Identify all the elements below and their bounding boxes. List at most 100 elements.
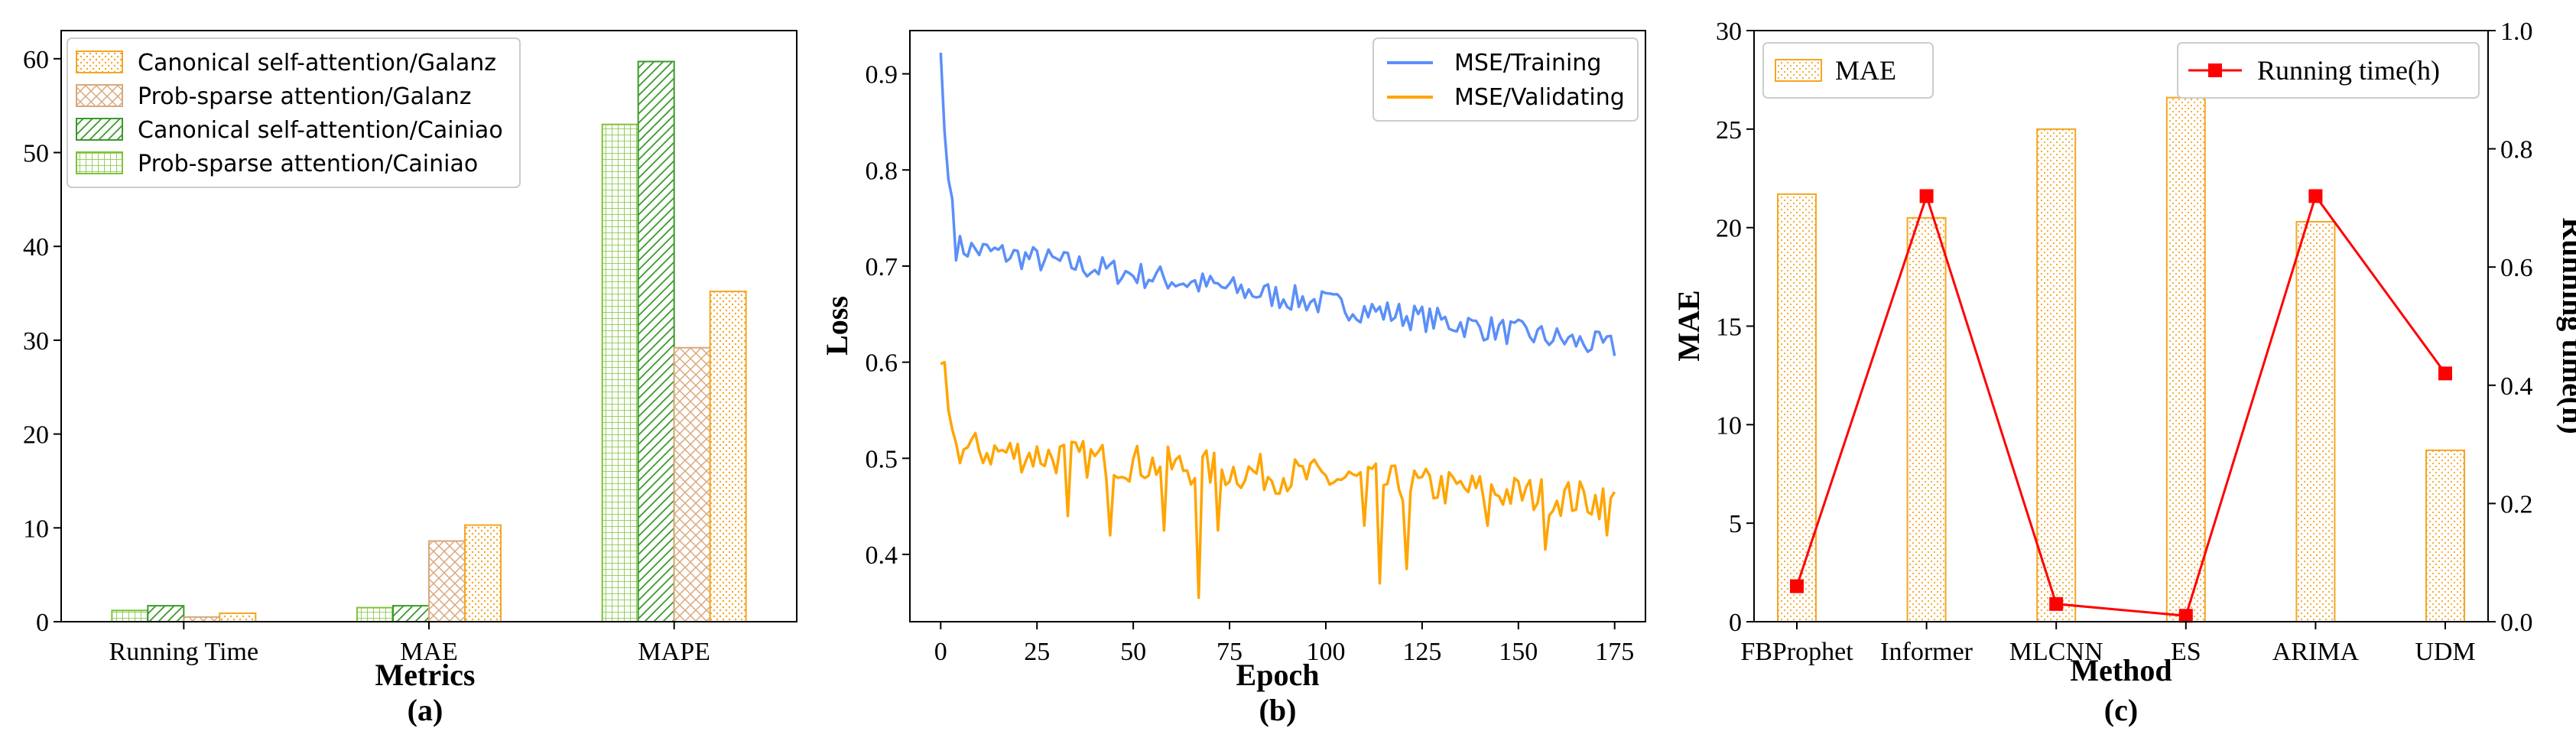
panel-a: 0 10 20 30 40 50 60 Running Time MAE MAPE Metric…: [23, 30, 797, 727]
panel-b-y-ticks: 0.4 0.5 0.6 0.7 0.8 0.9: [866, 61, 910, 570]
panel-c-ytick-label: 0: [1729, 609, 1742, 637]
panel-c-y-ticks: 0 5 10 15 20 25 30: [1716, 18, 1754, 637]
panel-c-legend-runtime-box: [2177, 42, 2480, 99]
bar-canonical-self-attention-galanz-mae: [464, 524, 502, 622]
panel-b-ytick-label: 0.4: [866, 541, 898, 570]
panel-a-xtick-label: MAE: [400, 638, 458, 666]
panel-c-ytick-label: 15: [1716, 314, 1742, 342]
panel-a-ytick-label: 50: [23, 140, 49, 168]
panel-c-xtick-label: Informer: [1880, 638, 1973, 666]
legend-label-canonical-cainiao: Canonical self-attention/Cainiao: [138, 117, 503, 144]
legend-label-probsparse-galanz: Prob-sparse attention/Galanz: [138, 83, 472, 110]
panel-c-y2tick-label: 0.0: [2500, 609, 2533, 637]
panel-c-xtick-label: MLCNN: [2009, 638, 2103, 666]
panel-a-caption: (a): [408, 693, 443, 727]
panel-b-ytick-label: 0.5: [866, 445, 898, 473]
panel-b-xlabel: Epoch: [1236, 658, 1320, 692]
panel-c-y2tick-label: 1.0: [2500, 18, 2533, 46]
bar-canonical-self-attention-cainiao-running-time: [147, 605, 185, 623]
panel-c-ytick-label: 5: [1729, 510, 1742, 538]
series-line-mse-validating: [940, 360, 1616, 600]
panel-b-xtick-label: 125: [1402, 638, 1441, 666]
bar-prob-sparse-attention-galanz-mae: [428, 540, 466, 623]
bar-canonical-self-attention-cainiao-mape: [637, 60, 675, 622]
panel-c-y2tick-label: 0.8: [2500, 136, 2533, 164]
legend-label-probsparse-cainiao: Prob-sparse attention/Cainiao: [138, 151, 478, 177]
bar-prob-sparse-attention-galanz-mape: [673, 346, 711, 622]
legend-swatch-canonical-galanz: [76, 50, 123, 73]
panel-b-x-ticks: 0 25 50 75 100 125 150 175: [934, 622, 1634, 666]
panel-b-xtick-label: 100: [1306, 638, 1345, 666]
panel-c-bars: [1777, 96, 2465, 623]
bar-mae-mlcnn: [2036, 128, 2077, 623]
panel-b-ytick-label: 0.7: [866, 253, 898, 281]
bar-mae-informer: [1906, 216, 1947, 622]
legend-label-runtime: Running time(h): [2257, 55, 2440, 86]
point-running-time-fbprophet: [1790, 579, 1804, 593]
panel-b-ytick-label: 0.8: [866, 157, 898, 185]
panel-a-ytick-label: 20: [23, 421, 49, 450]
panel-b: 0.4 0.5 0.6 0.7 0.8 0.9 0 25 50 75 100 125 150 175 E…: [820, 30, 1646, 727]
panel-c-line: [1790, 189, 2452, 623]
panel-c-ytick-label: 30: [1716, 18, 1742, 46]
bar-canonical-self-attention-cainiao-mae: [392, 605, 430, 623]
legend-swatch-probsparse-galanz: [76, 84, 123, 107]
legend-swatch-canonical-cainiao: [76, 118, 123, 141]
panel-b-frame: [909, 30, 1646, 622]
panel-c-ytick-label: 25: [1716, 116, 1742, 145]
panel-c-frame: [1753, 30, 2489, 622]
panel-a-ytick-label: 0: [36, 609, 49, 637]
panel-a-ytick-label: 10: [23, 515, 49, 543]
bar-prob-sparse-attention-cainiao-mape: [601, 123, 639, 622]
panel-b-xtick-label: 75: [1217, 638, 1243, 666]
panel-c-y2-ticks: 0.0 0.2 0.4 0.6 0.8 1.0: [2488, 18, 2533, 637]
panel-c: 0 5 10 15 20 25 30 0.0 0.2 0.4 0.6 0.8 1.0 FBProphe…: [1671, 18, 2576, 727]
bar-canonical-self-attention-galanz-running-time: [219, 612, 257, 623]
panel-c-ytick-label: 10: [1716, 411, 1742, 440]
series-line-mse-training: [939, 52, 1616, 356]
panel-a-legend: Canonical self-attention/Galanz Prob-spa…: [67, 37, 521, 188]
panel-c-x-ticks: FBProphet Informer MLCNN ES ARIMA UDM: [1740, 622, 2476, 666]
point-running-time-mlcnn: [2049, 596, 2064, 611]
series-line-running-time: [1795, 192, 2447, 617]
legend-label-mse-training: MSE/Training: [1454, 50, 1601, 76]
legend-swatch-probsparse-cainiao: [76, 151, 123, 174]
panel-b-legend: MSE/Training MSE/Validating: [1372, 37, 1639, 122]
bar-mae-arima: [2295, 220, 2336, 623]
panel-b-ytick-label: 0.6: [866, 349, 898, 378]
panel-b-xtick-label: 150: [1499, 638, 1538, 666]
panel-c-y2tick-label: 0.4: [2500, 372, 2533, 401]
point-running-time-udm: [2438, 366, 2452, 381]
bar-mae-es: [2165, 96, 2206, 622]
panel-c-y2tick-label: 0.2: [2500, 490, 2533, 518]
panel-a-y-ticks: 0 10 20 30 40 50 60: [23, 46, 61, 637]
panel-a-xtick-label: Running Time: [109, 638, 259, 666]
panel-c-xtick-label: FBProphet: [1740, 638, 1853, 666]
panel-b-legend-box: [1372, 37, 1639, 122]
panel-c-ytick-label: 20: [1716, 215, 1742, 243]
panel-c-y2label: Running time(h): [2556, 217, 2576, 434]
panel-b-xtick-label: 25: [1024, 638, 1050, 666]
panel-a-legend-box: [67, 37, 521, 188]
panel-b-lines: [939, 52, 1616, 600]
panel-b-ylabel: Loss: [820, 296, 854, 356]
panel-c-xtick-label: ARIMA: [2272, 638, 2360, 666]
point-running-time-arima: [2308, 189, 2323, 203]
legend-label-mae: MAE: [1835, 55, 1896, 86]
panel-a-x-ticks: Running Time MAE MAPE: [109, 622, 710, 666]
panel-c-xtick-label: ES: [2171, 638, 2201, 666]
panel-b-xtick-label: 0: [934, 638, 947, 666]
panel-b-xtick-label: 175: [1595, 638, 1634, 666]
bar-mae-udm: [2425, 449, 2465, 623]
point-running-time-es: [2178, 609, 2193, 623]
panel-a-xtick-label: MAPE: [638, 638, 710, 666]
panel-c-xtick-label: UDM: [2415, 638, 2475, 666]
panel-a-frame: [60, 30, 797, 622]
panel-c-xlabel: Method: [2070, 653, 2172, 687]
legend-label-mse-validating: MSE/Validating: [1454, 84, 1625, 111]
panel-c-y2tick-label: 0.6: [2500, 254, 2533, 282]
panel-c-legend-mae-box: [1762, 42, 1934, 99]
legend-swatch-mae: [1775, 59, 1822, 82]
panel-a-ytick-label: 40: [23, 233, 49, 262]
